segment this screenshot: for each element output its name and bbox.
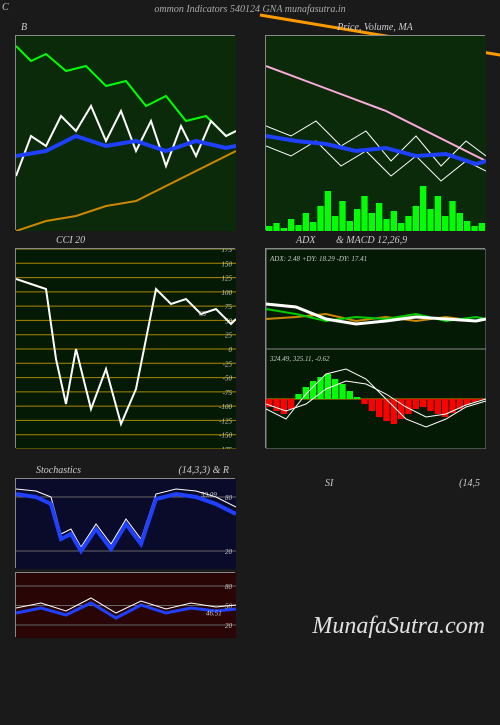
label-macd: & MACD 12,26,9 — [336, 235, 407, 246]
svg-text:46.51: 46.51 — [206, 610, 222, 618]
svg-text:-75: -75 — [223, 389, 233, 397]
svg-text:53.09: 53.09 — [201, 491, 217, 499]
panel-adx-macd: ADX & MACD 12,26,9 ADX: 2.48 +DY: 18.29 … — [265, 248, 485, 448]
svg-text:20: 20 — [225, 622, 233, 630]
svg-text:ADX: 2.48 +DY: 18.29 -DY: 17.: ADX: 2.48 +DY: 18.29 -DY: 17.41 — [269, 255, 367, 263]
svg-text:150: 150 — [222, 260, 233, 268]
svg-text:20: 20 — [225, 548, 233, 556]
label-si-params: (14,5 — [459, 478, 480, 489]
panel-price-b: B — [15, 35, 235, 230]
svg-text:175: 175 — [222, 249, 233, 254]
svg-text:-175: -175 — [219, 446, 232, 449]
label-price-volume: Price, Volume, MA — [337, 22, 413, 33]
svg-text:80: 80 — [225, 494, 233, 502]
label-stoch: Stochastics — [36, 465, 81, 476]
label-cci: CCI 20 — [56, 235, 85, 246]
watermark: MunafaSutra.com — [312, 613, 485, 640]
svg-text:324.49, 325.11, -0.62: 324.49, 325.11, -0.62 — [269, 355, 330, 363]
svg-text:75: 75 — [225, 303, 233, 311]
label-adx: ADX — [296, 235, 315, 246]
panel-cci: CCI 20 1751501251007550250-25-50-75-100-… — [15, 248, 235, 448]
label-stoch-params: (14,3,3) & R — [178, 465, 229, 476]
panel-stochastics: Stochastics (14,3,3) & R 802053.09 — [15, 478, 235, 568]
svg-text:125: 125 — [222, 275, 233, 283]
svg-text:-50: -50 — [223, 375, 233, 383]
label-si: SI — [325, 478, 333, 489]
svg-text:-150: -150 — [219, 432, 232, 440]
svg-text:100: 100 — [222, 289, 233, 297]
svg-text:80: 80 — [225, 583, 233, 591]
letter-c: C — [2, 2, 9, 13]
svg-text:25: 25 — [225, 332, 233, 340]
page-title: ommon Indicators 540124 GNA munafasutra.… — [0, 0, 500, 15]
svg-text:63: 63 — [199, 310, 207, 318]
svg-text:-125: -125 — [219, 417, 232, 425]
panel-price-volume-ma: Price, Volume, MA — [265, 35, 485, 230]
svg-text:0: 0 — [229, 346, 233, 354]
svg-text:-100: -100 — [219, 403, 232, 411]
panel-rsi: 80502046.51 — [15, 572, 235, 637]
label-b: B — [21, 22, 27, 33]
svg-text:-25: -25 — [223, 360, 233, 368]
